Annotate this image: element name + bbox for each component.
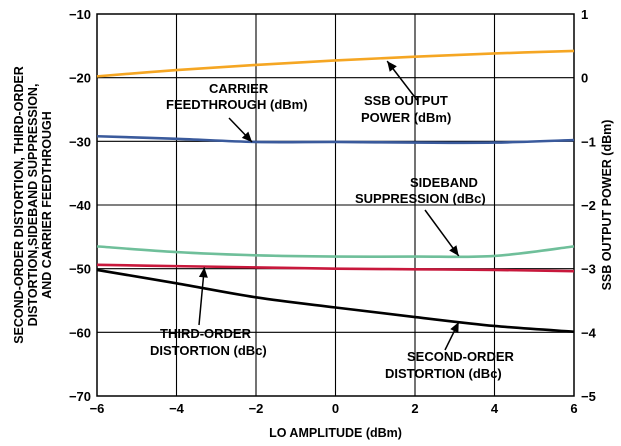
y-left-axis-label-line: SECOND-ORDER DISTORTION, THIRD-ORDER: [12, 66, 26, 344]
annotation-label: CARRIER: [209, 81, 269, 96]
annotation-arrowhead: [450, 322, 459, 334]
y-left-axis-label: SECOND-ORDER DISTORTION, THIRD-ORDER DIST…: [12, 66, 54, 344]
annotation-arrowhead: [449, 245, 459, 256]
x-tick-label: 2: [411, 401, 418, 416]
y-right-axis-label: SSB OUTPUT POWER (dBm): [600, 120, 614, 291]
y-left-tick-label: −10: [69, 7, 91, 22]
x-tick-label: 0: [332, 401, 339, 416]
annotation-label: SSB OUTPUT: [364, 93, 448, 108]
y-left-axis-label-line: DISTORTION,SIDEBAND SUPPRESSION,: [26, 84, 40, 327]
y-right-tick-label: 0: [581, 71, 588, 86]
y-right-tick-label: −1: [581, 134, 596, 149]
annotation-label: FEEDTHROUGH (dBm): [166, 97, 308, 112]
x-axis-label: LO AMPLITUDE (dBm): [269, 426, 402, 440]
x-tick-label: 4: [491, 401, 499, 416]
x-tick-label: 6: [570, 401, 577, 416]
series-line-sideband-suppression: [96, 245, 575, 259]
x-tick-label: −2: [249, 401, 264, 416]
annotation-arrowhead: [198, 267, 208, 278]
y-left-axis-label-line: AND CARRIER FEEDTHROUGH: [40, 111, 54, 299]
annotation-label: POWER (dBm): [361, 110, 451, 125]
y-right-tick-label: −3: [581, 262, 596, 277]
series-line-third-order-distortion: [96, 263, 575, 273]
y-right-tick-label: −5: [581, 389, 596, 404]
series-line-second-order-distortion: [96, 268, 575, 333]
y-left-tick-label: −70: [69, 389, 91, 404]
y-left-tick-label: −40: [69, 198, 91, 213]
y-left-tick-label: −30: [69, 134, 91, 149]
y-left-tick-labels: −10 −20 −30 −40 −50 −60 −70: [69, 7, 91, 404]
annotation-arrowhead: [241, 131, 253, 142]
y-right-tick-label: −4: [581, 325, 597, 340]
y-right-tick-label: 1: [581, 7, 588, 22]
x-tick-label: −6: [90, 401, 105, 416]
annotation-label: DISTORTION (dBc): [385, 366, 502, 381]
x-tick-labels: −6 −4 −2 0 2 4 6: [90, 401, 578, 416]
annotation-label: SECOND-ORDER: [407, 349, 515, 364]
annotation-label: SIDEBAND: [410, 175, 478, 190]
y-left-tick-label: −60: [69, 325, 91, 340]
series-line-carrier-feedthrough: [96, 134, 575, 145]
annotation-label: SUPPRESSION (dBc): [355, 191, 486, 206]
series-line-ssb-output-power: [96, 49, 575, 78]
series-layer: [96, 49, 575, 333]
y-left-tick-label: −50: [69, 262, 91, 277]
annotation-label: DISTORTION (dBc): [150, 343, 267, 358]
y-left-tick-label: −20: [69, 71, 91, 86]
annotation-label: THIRD-ORDER: [160, 326, 252, 341]
annotation-arrowhead: [387, 61, 397, 72]
x-tick-label: −4: [169, 401, 185, 416]
plot-frame: [96, 13, 575, 397]
y-right-tick-label: −2: [581, 198, 596, 213]
y-right-tick-labels: 1 0 −1 −2 −3 −4 −5: [581, 7, 597, 404]
